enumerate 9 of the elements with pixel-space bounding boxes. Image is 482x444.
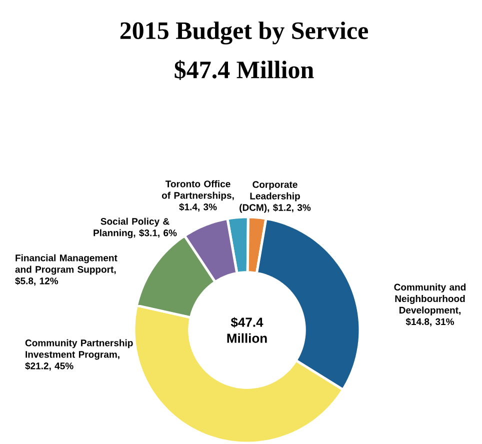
slice-label: Financial Management and Program Support, $5.8, 12% xyxy=(15,254,118,286)
text: $47.4 Million xyxy=(227,316,267,343)
slice-label: Corporate Leadership (DCM), $1.2, 3% xyxy=(240,181,311,213)
slice-label: Community and Neighbourhood Development, $14.8, 31% xyxy=(394,283,466,326)
chart-title: 2015 Budget by Service xyxy=(120,21,368,44)
slice-label: Social Policy & Planning, $3.1, 6% xyxy=(94,218,177,238)
slice-label: Community Partnership Investment Program, $21.2, 45% xyxy=(25,339,133,371)
slice-label: Toronto Office of Partnerships, $1.4, 3% xyxy=(162,180,234,212)
chart-subtitle: $47.4 Million xyxy=(174,60,314,80)
